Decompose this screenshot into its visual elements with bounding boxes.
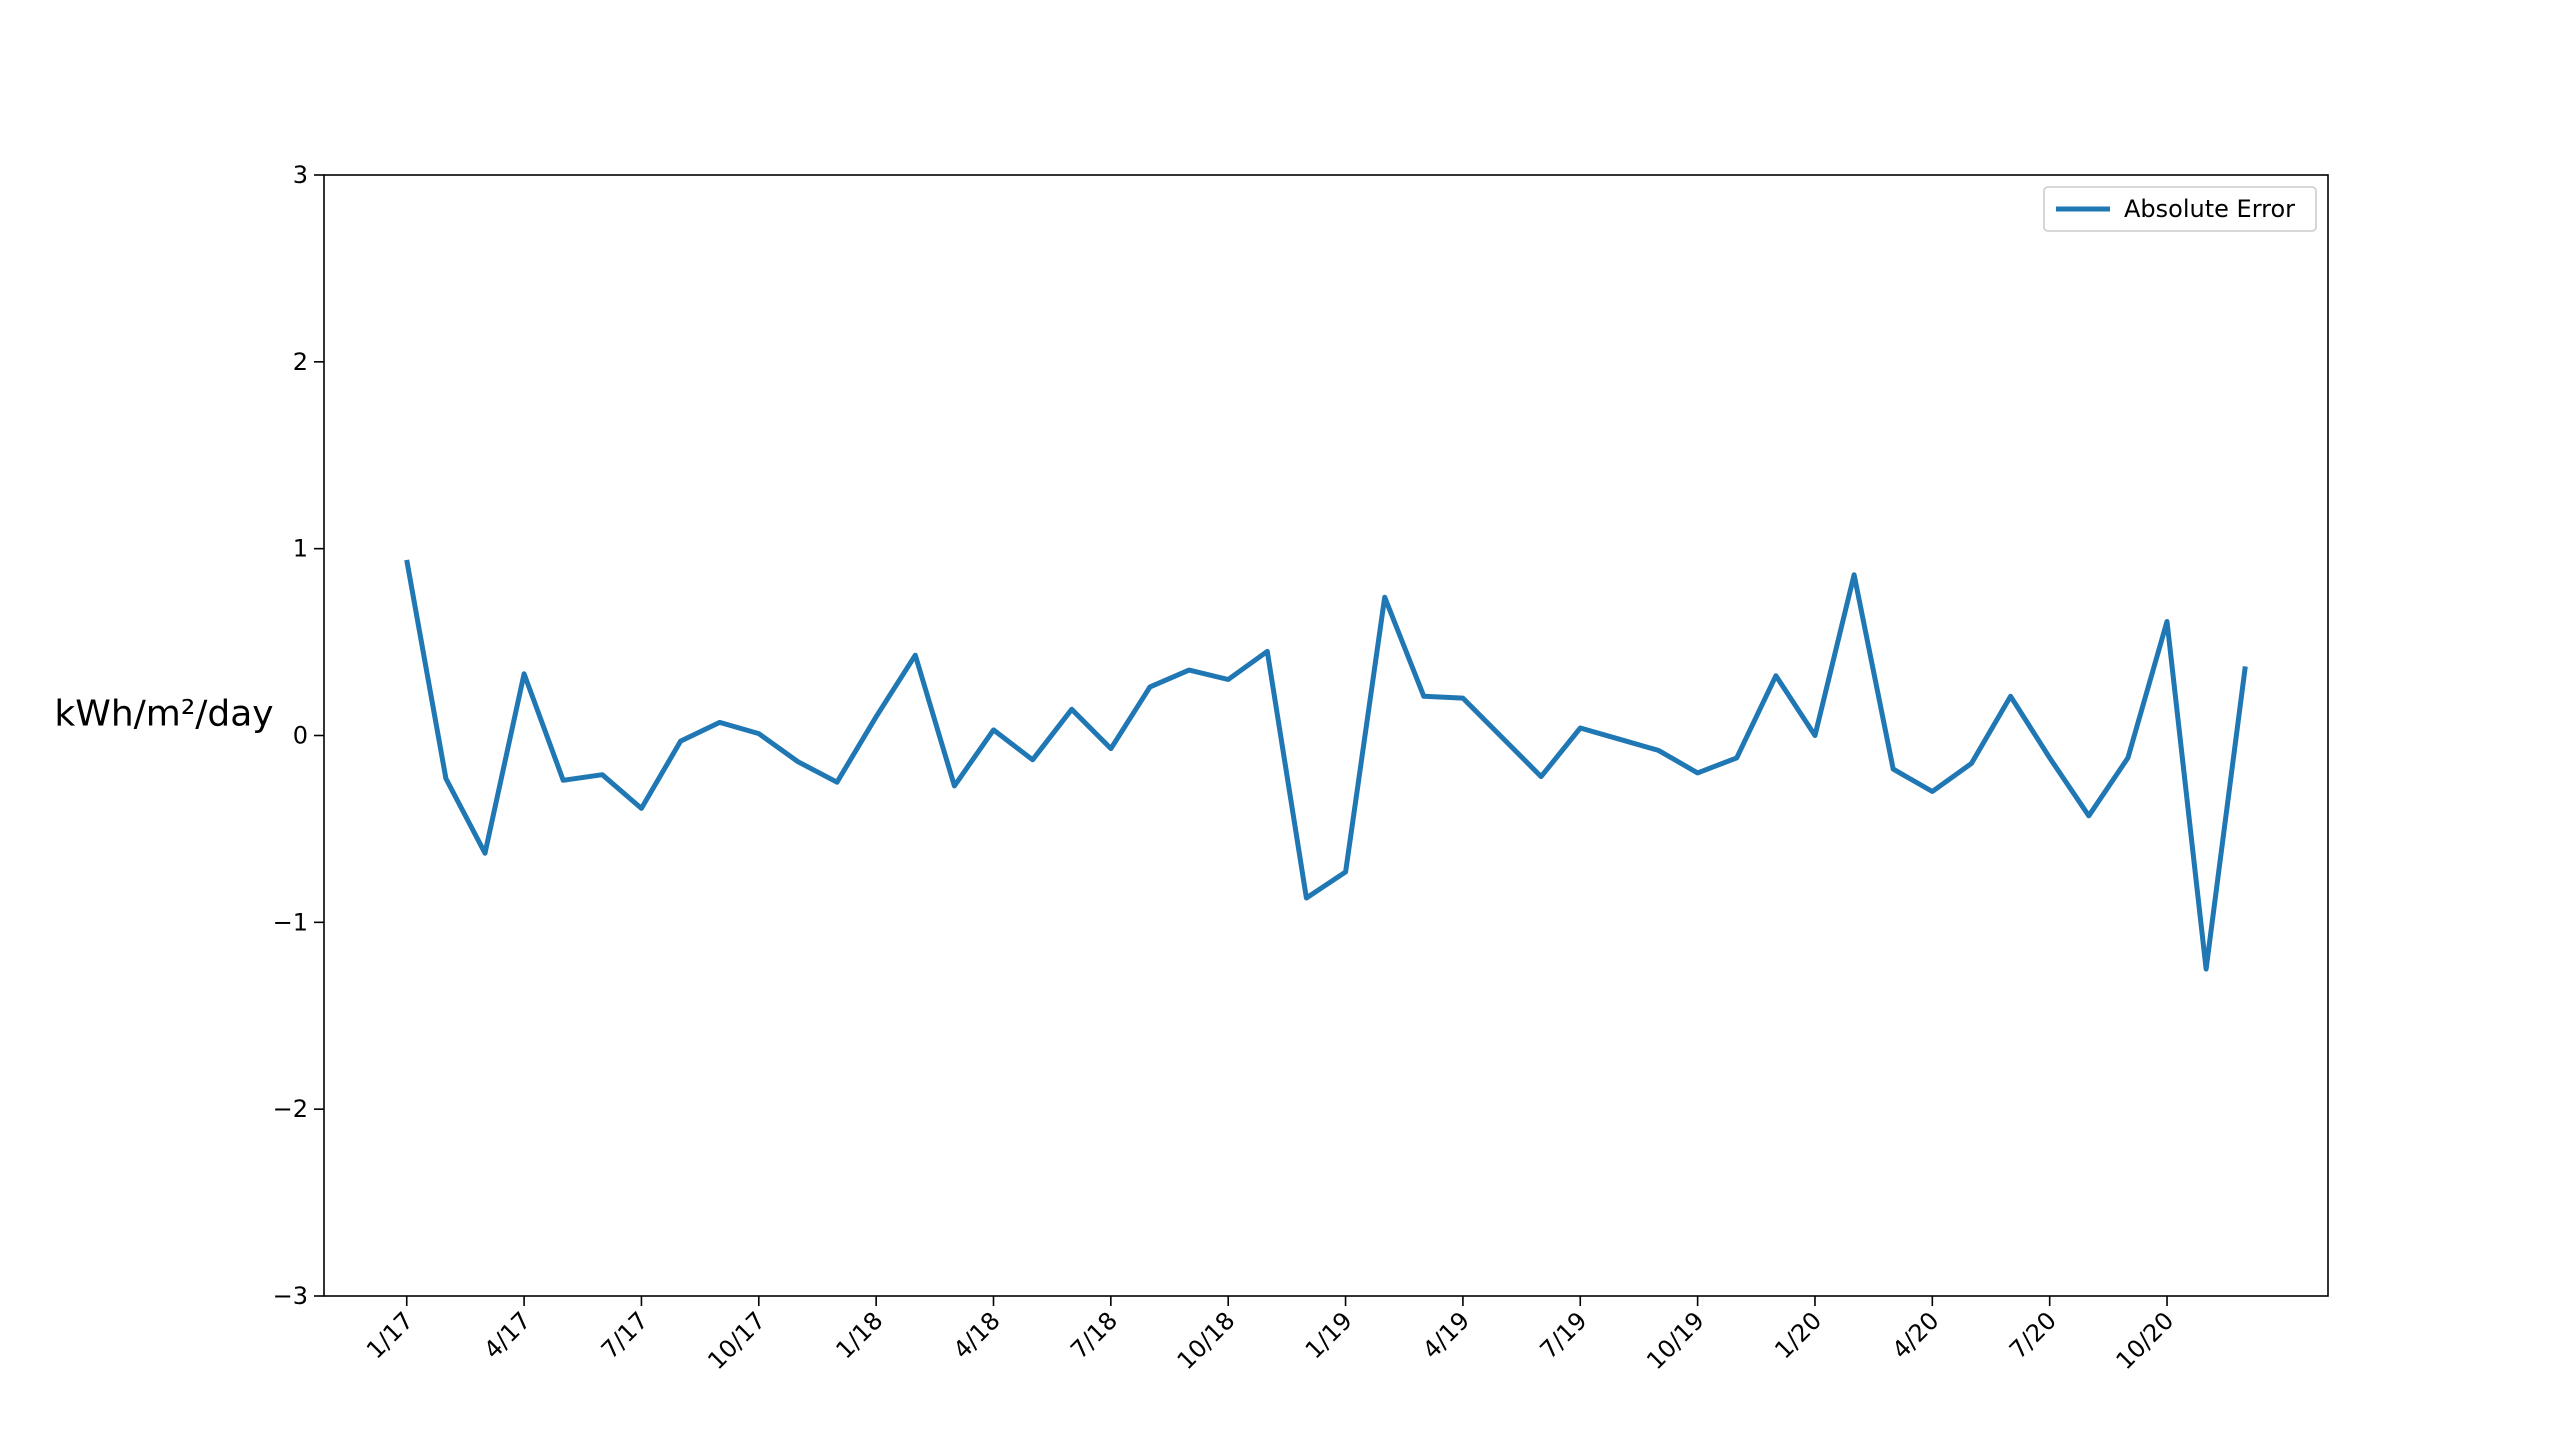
x-tick-label: 10/19	[1641, 1306, 1710, 1375]
x-tick-label: 7/19	[1535, 1306, 1593, 1364]
legend: Absolute Error	[2043, 186, 2317, 232]
x-tick-label: 7/20	[2004, 1306, 2062, 1364]
series-line-absolute-error	[404, 559, 2248, 972]
x-axis: 1/17 4/17 7/17 10/17 1/18 4/18 7/18 10/18 1/19 4/…	[361, 1296, 2179, 1375]
x-tick-label: 7/17	[596, 1306, 654, 1364]
y-axis: −3 −2 −1 0 1 2 3	[273, 161, 324, 1310]
x-tick-label: 10/17	[702, 1306, 771, 1375]
legend-label: Absolute Error	[2124, 195, 2295, 223]
y-tick-label: 2	[293, 348, 308, 376]
series-group	[404, 559, 2248, 972]
y-tick-label: 3	[293, 161, 308, 189]
x-tick-label: 4/20	[1887, 1306, 1945, 1364]
x-tick-label: 10/20	[2111, 1306, 2180, 1375]
y-tick-label: 1	[293, 535, 308, 563]
x-tick-label: 4/19	[1417, 1306, 1475, 1364]
y-tick-label: 0	[293, 722, 308, 750]
x-tick-label: 1/18	[830, 1306, 888, 1364]
plot-frame	[323, 174, 2329, 1297]
y-tick-label: −3	[273, 1282, 308, 1310]
x-tick-label: 10/18	[1172, 1306, 1241, 1375]
x-tick-label: 4/17	[478, 1306, 536, 1364]
x-tick-label: 4/18	[948, 1306, 1006, 1364]
x-tick-label: 1/19	[1300, 1306, 1358, 1364]
x-tick-label: 1/17	[361, 1306, 419, 1364]
legend-box	[2043, 186, 2317, 232]
x-tick-label: 1/20	[1769, 1306, 1827, 1364]
y-tick-label: −1	[273, 908, 308, 936]
y-axis-label: kWh/m²/day	[54, 694, 273, 735]
x-tick-label: 7/18	[1065, 1306, 1123, 1364]
y-tick-label: −2	[273, 1095, 308, 1123]
